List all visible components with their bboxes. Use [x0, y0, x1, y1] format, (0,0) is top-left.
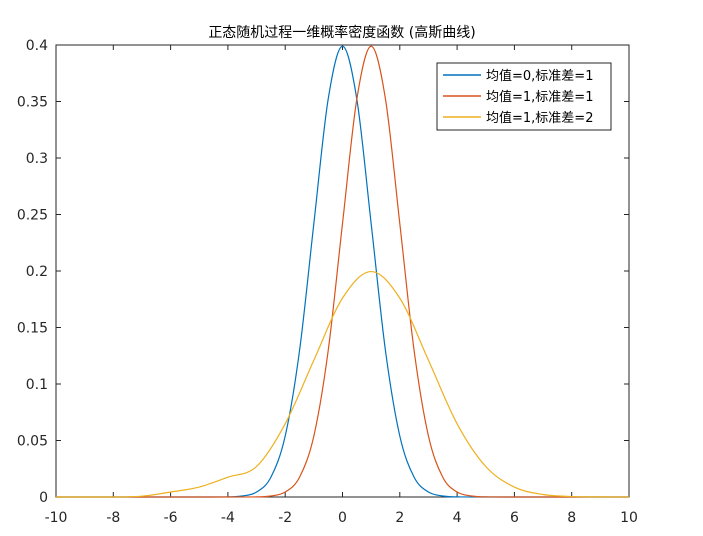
x-tick-label: -2	[278, 510, 292, 526]
x-tick-label: -8	[106, 510, 120, 526]
x-tick-label: 0	[338, 510, 347, 526]
y-tick-label: 0.4	[26, 38, 48, 54]
legend: 均值=0,标准差=1 均值=1,标准差=1 均值=1,标准差=2	[436, 62, 612, 131]
y-tick-label: 0.2	[26, 264, 48, 280]
x-tick-label: 6	[510, 510, 519, 526]
y-tick-label: 0.15	[17, 321, 48, 337]
legend-entry-3: 均值=1,标准差=2	[486, 110, 593, 126]
legend-entry-1: 均值=0,标准差=1	[486, 68, 593, 84]
axis-ticks: -10 -8 -6 -4 -2 0 2 4 6 8 10 0 0.05 0.1 0.15 0.2 0.25 0.3…	[17, 38, 638, 526]
series-line-1	[56, 45, 630, 498]
y-tick-label: 0.05	[17, 434, 48, 450]
x-tick-label: -10	[45, 510, 68, 526]
x-tick-label: -6	[164, 510, 178, 526]
y-tick-label: 0.35	[17, 95, 48, 111]
x-tick-label: 10	[620, 510, 638, 526]
series-line-3	[56, 270, 630, 498]
x-tick-label: -4	[221, 510, 235, 526]
x-tick-label: 2	[395, 510, 404, 526]
y-tick-label: 0.25	[17, 208, 48, 224]
y-tick-label: 0.3	[26, 151, 48, 167]
series-group	[56, 45, 630, 498]
chart-title: 正态随机过程一维概率密度函数 (高斯曲线)	[208, 24, 475, 41]
y-tick-label: 0	[39, 490, 48, 506]
legend-entry-2: 均值=1,标准差=1	[486, 89, 593, 105]
x-tick-label: 8	[567, 510, 576, 526]
y-tick-label: 0.1	[26, 377, 48, 393]
series-line-2	[56, 45, 630, 498]
x-tick-label: 4	[453, 510, 462, 526]
